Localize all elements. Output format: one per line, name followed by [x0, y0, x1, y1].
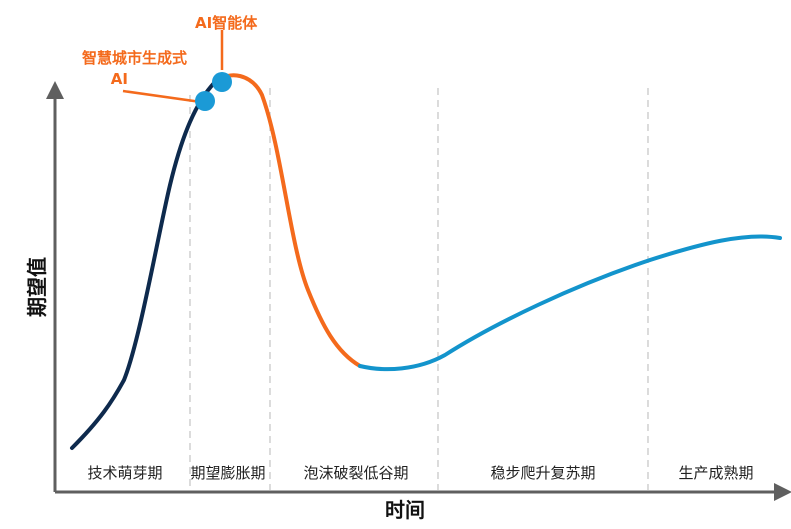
phase-label-plateau-productivity: 生产成熟期: [678, 464, 753, 482]
curve-falling-segment: [213, 73, 362, 368]
phase-label-peak-expectations: 期望膨胀期: [190, 464, 265, 482]
annotation-ai-agent: AI智能体: [195, 14, 258, 32]
curve-recovery-segment: [358, 234, 782, 372]
y-axis-title: 期望值: [25, 257, 49, 317]
marker-ai-agent: [212, 72, 232, 92]
phase-label-innovation-trigger: 技术萌芽期: [87, 464, 162, 482]
curve-rising-segment: [70, 80, 217, 450]
leader-line-smart-city-genai: [122, 89, 202, 104]
phase-label-trough-disillusionment: 泡沫破裂低谷期: [303, 464, 408, 482]
marker-smart-city-genai: [195, 91, 215, 111]
phase-label-slope-enlightenment: 稳步爬升复苏期: [490, 464, 595, 482]
x-axis-title: 时间: [385, 498, 425, 522]
annotation-smart-city-genai-line1: 智慧城市生成式: [82, 49, 187, 67]
annotation-smart-city-genai-line2: AI: [111, 70, 128, 88]
